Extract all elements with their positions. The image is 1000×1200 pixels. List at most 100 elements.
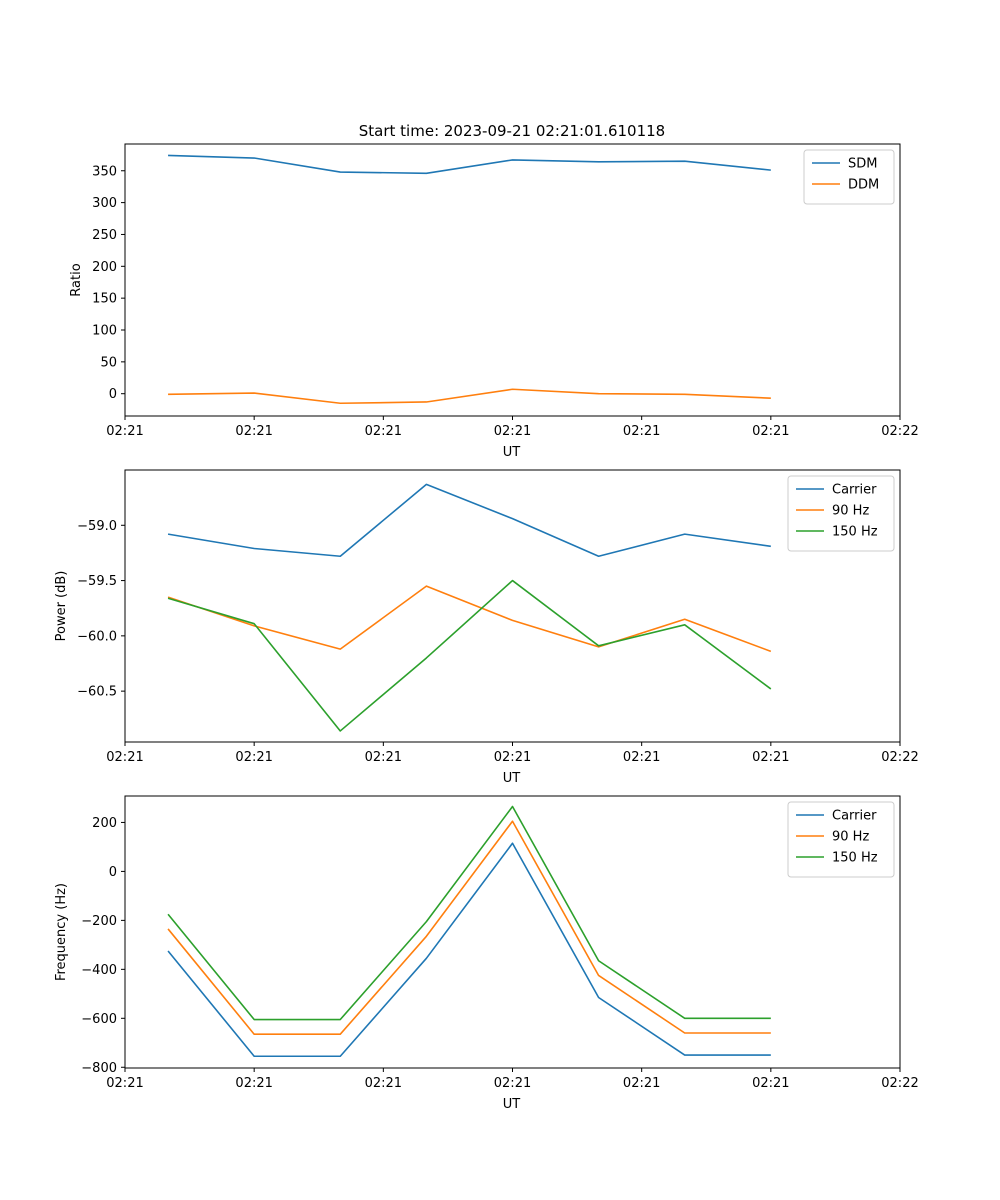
x-tick-label: 02:21: [623, 1076, 660, 1091]
x-tick-label: 02:21: [752, 750, 789, 765]
data-point: [512, 159, 514, 161]
data-point: [425, 935, 427, 937]
y-tick-label: −400: [81, 963, 117, 978]
legend-box: [787, 475, 895, 552]
y-tick-label: −600: [81, 1012, 117, 1027]
y-tick-label: 150: [92, 292, 117, 307]
panel-2: 02:21 02:21 02:21 02:21 02:21 02:21 02:22 −59.0…: [54, 469, 919, 786]
x-tick-label: 02:22: [881, 750, 918, 765]
x-tick-label: 02:21: [106, 1076, 143, 1091]
x-tick-label: 02:21: [106, 424, 143, 439]
y-tick-label: 250: [92, 228, 117, 243]
x-tick-label: 02:21: [623, 750, 660, 765]
panel-1: 02:21 02:21 02:21 02:21 02:21 02:21 02:22 0 50 10…: [69, 143, 919, 460]
y-tick-label: 0: [109, 387, 117, 402]
series-line-carrier: [167, 483, 771, 558]
data-point: [770, 688, 772, 690]
data-point: [253, 392, 255, 394]
y-axis-label: Power (dB): [54, 571, 69, 642]
data-point: [425, 957, 427, 959]
y-tick-label: −800: [81, 1061, 117, 1076]
y-tick-label: −200: [81, 914, 117, 929]
data-point: [770, 1017, 772, 1019]
series-line-sdm: [168, 154, 771, 175]
legend-label: 90 Hz: [832, 504, 869, 519]
data-point: [684, 533, 686, 535]
data-point: [770, 169, 772, 171]
x-tick-label: 02:21: [494, 1076, 531, 1091]
data-point: [167, 597, 169, 599]
x-tick-label: 02:21: [752, 424, 789, 439]
data-point: [684, 393, 686, 395]
data-point: [339, 730, 341, 732]
data-point: [770, 397, 772, 399]
data-point: [425, 172, 427, 174]
data-point: [512, 619, 514, 621]
data-point: [598, 960, 600, 962]
data-point: [425, 657, 427, 659]
data-point: [512, 820, 514, 822]
x-tick-label: 02:21: [365, 1076, 402, 1091]
x-tick-label: 02:21: [494, 750, 531, 765]
data-point: [339, 1033, 341, 1035]
data-point: [167, 393, 169, 395]
y-tick-label: 200: [92, 260, 117, 275]
data-point: [167, 950, 169, 952]
data-point: [598, 393, 600, 395]
x-tick-label: 02:22: [881, 1076, 918, 1091]
data-point: [684, 160, 686, 162]
y-tick-label: −59.0: [77, 519, 117, 534]
y-tick-label: −59.5: [77, 574, 117, 589]
x-tick-label: 02:21: [494, 424, 531, 439]
data-point: [770, 650, 772, 652]
data-point: [339, 555, 341, 557]
series-line-carrier: [167, 842, 771, 1058]
data-point: [512, 806, 514, 808]
y-axis-label: Frequency (Hz): [54, 883, 69, 981]
legend-box: [787, 801, 895, 878]
data-point: [253, 548, 255, 550]
data-point: [339, 648, 341, 650]
data-point: [598, 555, 600, 557]
x-tick-label: 02:21: [106, 750, 143, 765]
panels: 02:21 02:21 02:21 02:21 02:21 02:21 02:22 0 50 10…: [54, 143, 919, 1112]
data-point: [684, 618, 686, 620]
series-line-150-hz: [167, 579, 772, 732]
data-point: [339, 1019, 341, 1021]
data-point: [512, 388, 514, 390]
y-tick-label: −60.5: [77, 685, 117, 700]
data-point: [253, 1033, 255, 1035]
series-line-150-hz: [167, 805, 771, 1021]
x-tick-label: 02:21: [623, 424, 660, 439]
x-axis-label: UT: [503, 445, 521, 460]
x-tick-label: 02:21: [235, 750, 272, 765]
x-tick-label: 02:21: [235, 1076, 272, 1091]
figure-title: Start time: 2023-09-21 02:21:01.610118: [359, 122, 665, 140]
x-axis-label: UT: [503, 1097, 521, 1112]
legend-label: Carrier: [832, 483, 877, 498]
data-point: [512, 842, 514, 844]
data-point: [770, 545, 772, 547]
data-point: [339, 171, 341, 173]
legend-label: Carrier: [832, 809, 877, 824]
series-line-90-hz: [167, 585, 772, 653]
data-point: [167, 928, 169, 930]
panel-3: 02:21 02:21 02:21 02:21 02:21 02:21 02:22 200 0 −…: [54, 795, 919, 1112]
y-tick-label: 50: [100, 355, 117, 370]
y-tick-label: 300: [92, 196, 117, 211]
data-point: [684, 624, 686, 626]
data-point: [598, 161, 600, 163]
data-point: [598, 996, 600, 998]
y-tick-label: 0: [109, 865, 117, 880]
data-point: [253, 157, 255, 159]
legend: Carrier 90 Hz 150 Hz: [787, 801, 895, 878]
legend-label: 90 Hz: [832, 830, 869, 845]
data-point: [425, 483, 427, 485]
data-point: [512, 518, 514, 520]
legend: SDM DDM: [803, 149, 895, 205]
data-point: [253, 1019, 255, 1021]
data-point: [425, 585, 427, 587]
x-tick-label: 02:21: [752, 1076, 789, 1091]
legend-label: SDM: [848, 157, 877, 172]
